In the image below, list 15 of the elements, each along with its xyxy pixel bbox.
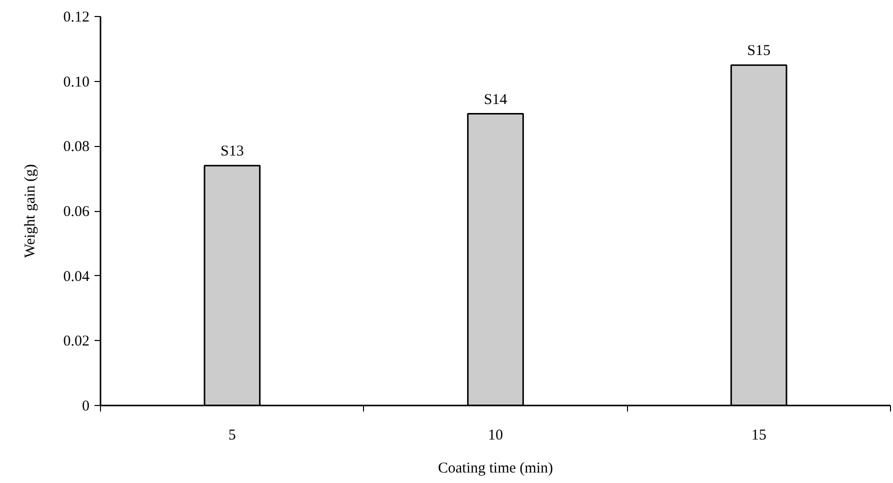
x-axis-title: Coating time (min)	[438, 460, 553, 476]
y-tick-label: 0.08	[63, 139, 90, 156]
y-tick-label: 0.10	[63, 74, 90, 90]
y-tick-label: 0.04	[63, 268, 90, 285]
annotation: S15	[747, 43, 771, 60]
x-tick-label: 15	[751, 428, 766, 444]
x-tick-label: 5	[228, 428, 236, 444]
y-tick-label: 0.06	[63, 204, 90, 220]
y-tick-label: 0.12	[63, 10, 90, 26]
y-tick-label: 0	[82, 398, 90, 414]
annotation: S14	[484, 92, 508, 108]
y-tick-label: 0.02	[63, 334, 90, 350]
x-tick-label: 10	[488, 428, 503, 444]
annotation: S13	[220, 144, 244, 160]
y-axis-title: Weight gain (g)	[22, 164, 38, 258]
